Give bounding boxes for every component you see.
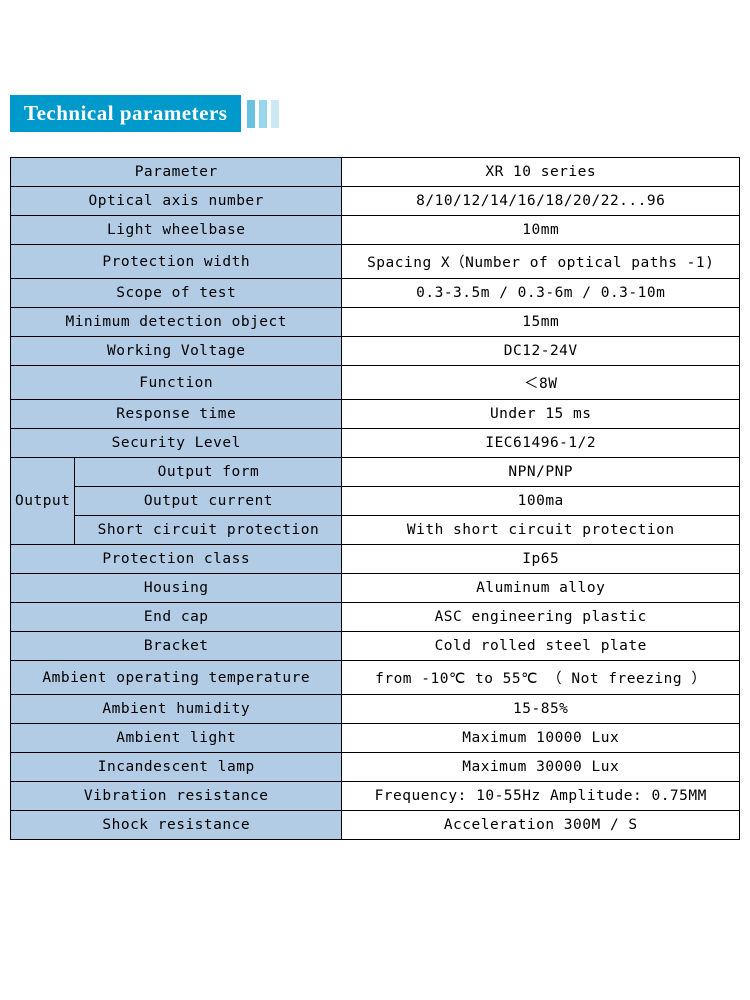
value-cell: 8/10/12/14/16/18/20/22...96 xyxy=(342,187,740,216)
parameter-cell: Vibration resistance xyxy=(11,782,342,811)
parameter-cell: Ambient operating temperature xyxy=(11,661,342,695)
header-decoration-bars xyxy=(247,100,283,128)
parameter-cell: End cap xyxy=(11,603,342,632)
value-cell: XR 10 series xyxy=(342,158,740,187)
table-row: OutputOutput formNPN/PNP xyxy=(11,458,740,487)
decoration-bar xyxy=(247,100,255,128)
parameter-cell: Security Level xyxy=(11,429,342,458)
table-row: Optical axis number8/10/12/14/16/18/20/2… xyxy=(11,187,740,216)
table-row: Minimum detection object15mm xyxy=(11,308,740,337)
table-row: Response timeUnder 15 ms xyxy=(11,400,740,429)
parameter-cell: Output current xyxy=(75,487,342,516)
output-group-label: Output xyxy=(11,458,75,545)
value-cell: Spacing X（Number of optical paths -1) xyxy=(342,245,740,279)
value-cell: 10mm xyxy=(342,216,740,245)
decoration-bar xyxy=(271,100,279,128)
parameter-cell: Function xyxy=(11,366,342,400)
table-row: Shock resistanceAcceleration 300M / S xyxy=(11,811,740,840)
parameter-cell: Protection width xyxy=(11,245,342,279)
value-cell: Frequency: 10-55Hz Amplitude: 0.75MM xyxy=(342,782,740,811)
value-cell: DC12-24V xyxy=(342,337,740,366)
table-row: Incandescent lampMaximum 30000 Lux xyxy=(11,753,740,782)
value-cell: 15mm xyxy=(342,308,740,337)
value-cell: Maximum 10000 Lux xyxy=(342,724,740,753)
technical-parameters-table: ParameterXR 10 seriesOptical axis number… xyxy=(10,157,740,840)
parameter-cell: Output form xyxy=(75,458,342,487)
table-row: HousingAluminum alloy xyxy=(11,574,740,603)
table-row: Ambient operating temperaturefrom -10℃ t… xyxy=(11,661,740,695)
value-cell: from -10℃ to 55℃ （ Not freezing ） xyxy=(342,661,740,695)
value-cell: Aluminum alloy xyxy=(342,574,740,603)
table-row: Light wheelbase10mm xyxy=(11,216,740,245)
parameter-cell: Ambient humidity xyxy=(11,695,342,724)
parameter-cell: Light wheelbase xyxy=(11,216,342,245)
table-row: Security LevelIEC61496-1/2 xyxy=(11,429,740,458)
table-row: Scope of test0.3-3.5m / 0.3-6m / 0.3-10m xyxy=(11,279,740,308)
value-cell: Acceleration 300M / S xyxy=(342,811,740,840)
table-row: Ambient humidity15-85% xyxy=(11,695,740,724)
table-row: Working VoltageDC12-24V xyxy=(11,337,740,366)
table-row: Protection widthSpacing X（Number of opti… xyxy=(11,245,740,279)
parameter-cell: Ambient light xyxy=(11,724,342,753)
table-row: End capASC engineering plastic xyxy=(11,603,740,632)
parameter-cell: Minimum detection object xyxy=(11,308,342,337)
value-cell: Maximum 30000 Lux xyxy=(342,753,740,782)
value-cell: 15-85% xyxy=(342,695,740,724)
parameter-cell: Protection class xyxy=(11,545,342,574)
value-cell: Cold rolled steel plate xyxy=(342,632,740,661)
value-cell: NPN/PNP xyxy=(342,458,740,487)
table-row: Vibration resistanceFrequency: 10-55Hz A… xyxy=(11,782,740,811)
value-cell: ＜8W xyxy=(342,366,740,400)
table-row: ParameterXR 10 series xyxy=(11,158,740,187)
value-cell: Ip65 xyxy=(342,545,740,574)
table-row: Protection classIp65 xyxy=(11,545,740,574)
parameter-cell: Parameter xyxy=(11,158,342,187)
parameter-cell: Short circuit protection xyxy=(75,516,342,545)
value-cell: 100ma xyxy=(342,487,740,516)
parameter-cell: Housing xyxy=(11,574,342,603)
parameter-cell: Incandescent lamp xyxy=(11,753,342,782)
table-row: Function＜8W xyxy=(11,366,740,400)
value-cell: ASC engineering plastic xyxy=(342,603,740,632)
parameter-cell: Scope of test xyxy=(11,279,342,308)
section-header: Technical parameters xyxy=(10,95,740,132)
parameter-cell: Working Voltage xyxy=(11,337,342,366)
parameter-cell: Optical axis number xyxy=(11,187,342,216)
table-row: Short circuit protectionWith short circu… xyxy=(11,516,740,545)
value-cell: Under 15 ms xyxy=(342,400,740,429)
table-row: BracketCold rolled steel plate xyxy=(11,632,740,661)
parameter-cell: Bracket xyxy=(11,632,342,661)
header-title: Technical parameters xyxy=(10,95,241,132)
value-cell: 0.3-3.5m / 0.3-6m / 0.3-10m xyxy=(342,279,740,308)
value-cell: IEC61496-1/2 xyxy=(342,429,740,458)
parameter-cell: Response time xyxy=(11,400,342,429)
decoration-bar xyxy=(259,100,267,128)
value-cell: With short circuit protection xyxy=(342,516,740,545)
table-row: Output current100ma xyxy=(11,487,740,516)
table-row: Ambient lightMaximum 10000 Lux xyxy=(11,724,740,753)
parameter-cell: Shock resistance xyxy=(11,811,342,840)
